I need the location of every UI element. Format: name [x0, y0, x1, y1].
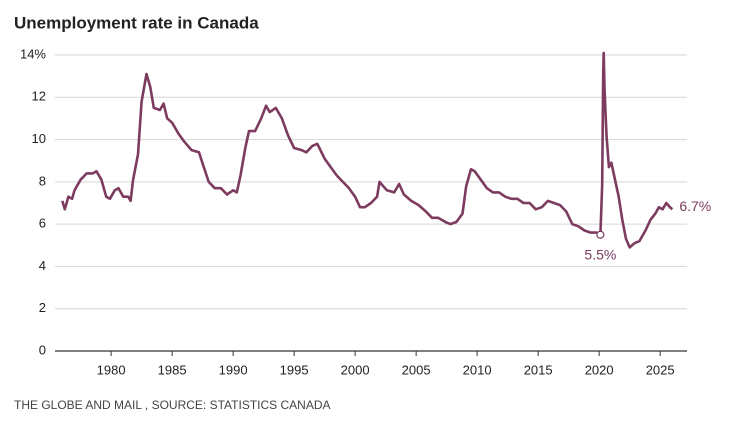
y-tick-label: 2: [39, 300, 46, 315]
chart-title: Unemployment rate in Canada: [14, 13, 259, 32]
y-tick-label: 10: [32, 131, 46, 146]
annotation-marker: [596, 230, 605, 239]
line: [61, 51, 674, 249]
x-tick-label: 2010: [463, 362, 492, 377]
y-tick-label: 14%: [20, 46, 46, 61]
y-tick-label: 0: [39, 342, 46, 357]
x-tick-label: 1995: [280, 362, 309, 377]
y-tick-label: 12: [32, 89, 46, 104]
y-tick-label: 8: [39, 173, 46, 188]
x-tick-label: 2015: [524, 362, 553, 377]
source: THE GLOBE AND MAIL , SOURCE: STATISTICS …: [14, 398, 331, 412]
annotation-label: 5.5%: [584, 246, 616, 262]
x-tick-label: 2005: [402, 362, 431, 377]
x-tick-label: 2020: [585, 362, 614, 377]
x-tick-label: 2000: [341, 362, 370, 377]
y-tick-label: 6: [39, 216, 46, 231]
x-tick-label: 1990: [219, 362, 248, 377]
x-tick-label: 1980: [97, 362, 126, 377]
x-tick-label: 2025: [646, 362, 675, 377]
y-tick-label: 4: [39, 258, 46, 273]
annotation-label: 6.7%: [679, 198, 711, 214]
x-tick-label: 1985: [158, 362, 187, 377]
